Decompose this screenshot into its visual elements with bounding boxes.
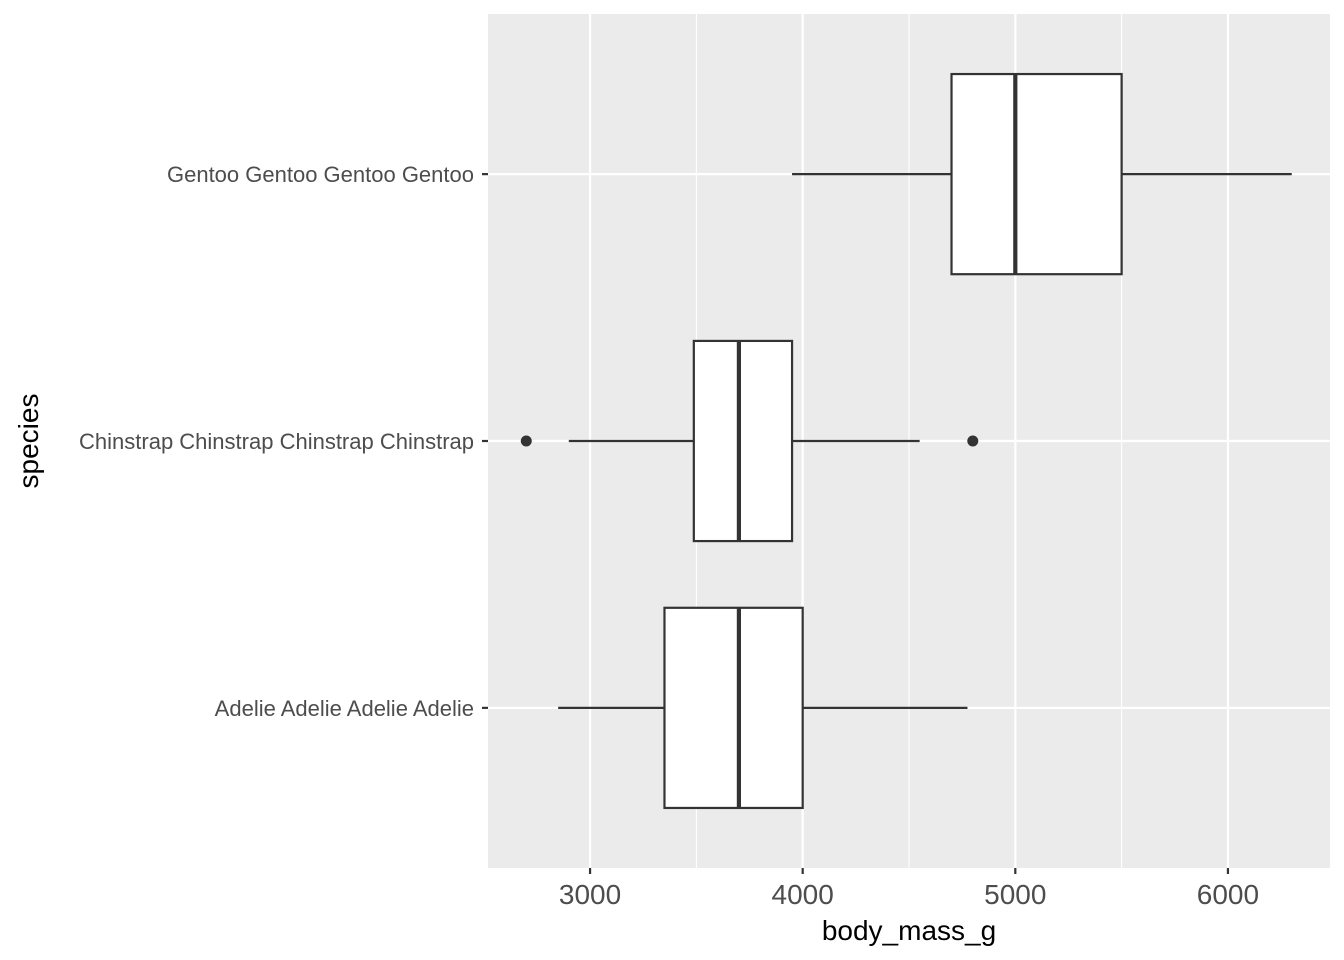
box (692, 339, 794, 543)
box (663, 606, 804, 810)
box (950, 72, 1123, 276)
y-axis-title: species (13, 394, 44, 489)
boxes (520, 72, 1292, 810)
x-axis-title: body_mass_g (822, 915, 996, 946)
box-group (792, 72, 1292, 276)
y-tick-label: Gentoo Gentoo Gentoo Gentoo (167, 162, 474, 187)
outlier-point (520, 435, 532, 447)
y-tick-label: Adelie Adelie Adelie Adelie (215, 696, 474, 721)
box-group (558, 606, 968, 810)
x-axis: 3000 4000 5000 6000 (559, 868, 1259, 910)
x-tick-label: 3000 (559, 879, 621, 910)
y-tick-label: Chinstrap Chinstrap Chinstrap Chinstrap (79, 429, 474, 454)
box-group (520, 339, 979, 543)
y-axis: Adelie Adelie Adelie Adelie Chinstrap Chi… (79, 162, 488, 721)
x-tick-label: 5000 (984, 879, 1046, 910)
x-tick-label: 6000 (1197, 879, 1259, 910)
outlier-point (967, 435, 979, 447)
x-tick-label: 4000 (772, 879, 834, 910)
